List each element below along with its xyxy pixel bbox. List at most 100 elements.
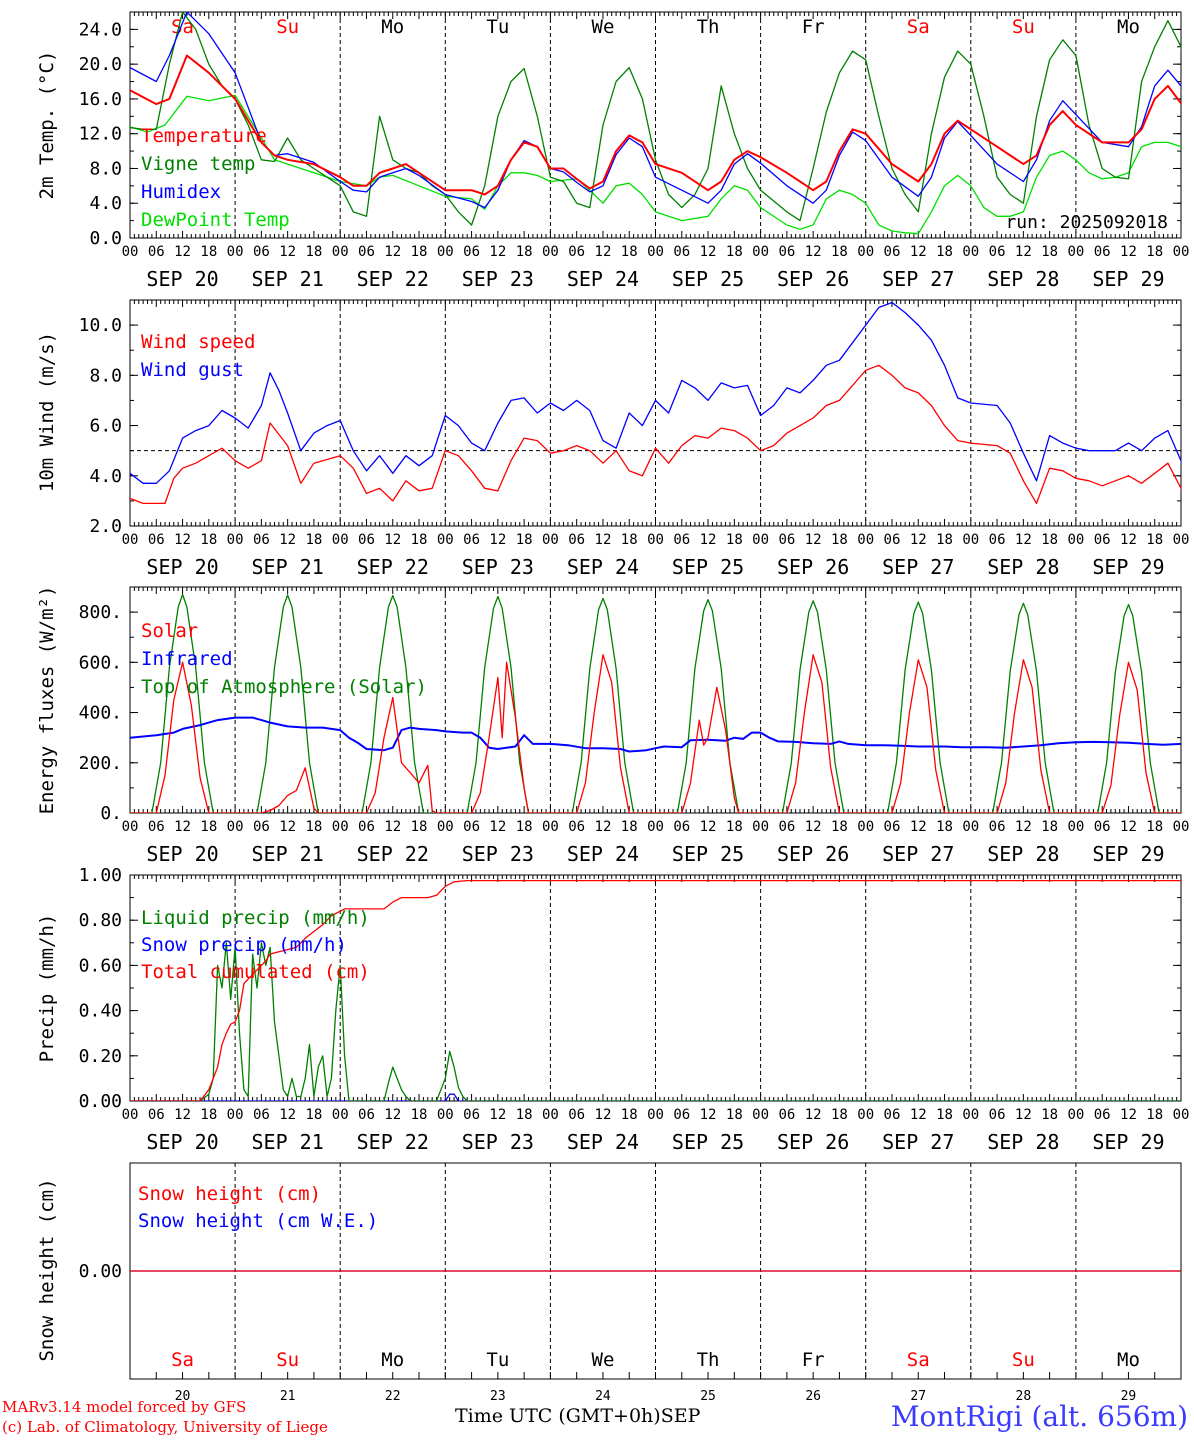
date-label: SEP 20: [146, 1130, 218, 1154]
hour-tick-label: 18: [305, 819, 322, 835]
series-line-top-of-atmosphere-solar-: [130, 593, 1181, 813]
hour-tick-label: 12: [279, 244, 296, 260]
hour-tick-label: 06: [778, 819, 795, 835]
hour-tick-label: 12: [910, 819, 927, 835]
hour-tick-label: 06: [568, 1107, 585, 1123]
hour-tick-label: 00: [122, 532, 139, 548]
date-label: SEP 28: [987, 267, 1059, 291]
hour-tick-label: 12: [1015, 532, 1032, 548]
hour-tick-label: 06: [1094, 532, 1111, 548]
hour-tick-label: 12: [805, 244, 822, 260]
hour-tick-label: 12: [700, 1107, 717, 1123]
legend-label: Solar: [141, 620, 198, 642]
hour-tick-label: 06: [884, 819, 901, 835]
hour-tick-label: 12: [700, 532, 717, 548]
hour-tick-label: 06: [884, 532, 901, 548]
hour-tick-label: 18: [1146, 532, 1163, 548]
y-tick-label: 16.0: [79, 89, 122, 110]
date-label: SEP 22: [357, 1130, 429, 1154]
date-label: SEP 26: [777, 555, 849, 579]
legend-label: Top of Atmosphere (Solar): [141, 676, 427, 698]
hour-tick-label: 18: [726, 1107, 743, 1123]
date-label: SEP 25: [672, 555, 744, 579]
date-label: SEP 26: [777, 267, 849, 291]
weekday-label: Fr: [802, 16, 825, 38]
hour-tick-label: 00: [227, 532, 244, 548]
hour-tick-label: 00: [1173, 532, 1190, 548]
y-tick-label: 0.60: [79, 955, 122, 976]
hour-tick-label: 12: [1120, 532, 1137, 548]
hour-tick-label: 12: [910, 244, 927, 260]
legend-label: Total cumulated (cm): [141, 961, 370, 983]
hour-tick-label: 18: [1041, 532, 1058, 548]
hour-tick-label: 06: [253, 532, 270, 548]
hour-tick-label: 12: [489, 532, 506, 548]
weekday-label: Tu: [486, 1349, 509, 1371]
hour-tick-label: 00: [1067, 244, 1084, 260]
hour-tick-label: 00: [332, 244, 349, 260]
date-label: SEP 27: [882, 842, 954, 866]
day-number-label: 25: [700, 1389, 716, 1404]
hour-tick-label: 06: [568, 819, 585, 835]
hour-tick-label: 12: [1120, 244, 1137, 260]
date-label: SEP 23: [462, 267, 534, 291]
weekday-label: Th: [697, 16, 720, 38]
series-line-temperature: [130, 54, 1181, 196]
hour-tick-label: 06: [253, 819, 270, 835]
hour-tick-label: 00: [1173, 819, 1190, 835]
day-number-label: 27: [910, 1389, 926, 1404]
hour-tick-label: 18: [726, 244, 743, 260]
hour-tick-label: 06: [148, 244, 165, 260]
hour-tick-label: 12: [1015, 819, 1032, 835]
y-axis-title: Snow height (cm): [36, 1178, 58, 1361]
legend-label: Infrared: [141, 648, 233, 670]
hour-tick-label: 00: [437, 1107, 454, 1123]
weekday-label: We: [592, 1349, 615, 1371]
hour-tick-label: 06: [778, 244, 795, 260]
series-line-liquid-precip-mm-h-: [130, 942, 1181, 1101]
date-label: SEP 27: [882, 555, 954, 579]
y-tick-label: 0.0: [89, 228, 122, 249]
legend-label: DewPoint Temp: [141, 209, 290, 231]
series-line-wind-gust: [130, 301, 1181, 484]
date-label: SEP 24: [567, 555, 639, 579]
hour-tick-label: 12: [384, 244, 401, 260]
hour-tick-label: 06: [778, 532, 795, 548]
hour-tick-label: 12: [1015, 244, 1032, 260]
series-line-total-cumulated-cm-: [130, 879, 1181, 1101]
series-line-wind-speed: [130, 364, 1181, 505]
y-tick-label: 0.20: [79, 1046, 122, 1067]
y-tick-label: 6.0: [89, 416, 122, 437]
hour-tick-label: 06: [673, 1107, 690, 1123]
hour-tick-label: 18: [305, 244, 322, 260]
y-axis-title: 2m Temp. (°C): [36, 51, 58, 200]
y-tick-label: 8.0: [89, 158, 122, 179]
date-label: SEP 22: [357, 842, 429, 866]
hour-tick-label: 06: [253, 1107, 270, 1123]
date-label: SEP 28: [987, 1130, 1059, 1154]
hour-tick-label: 06: [673, 532, 690, 548]
hour-tick-label: 18: [1146, 1107, 1163, 1123]
series-line-infrared: [130, 716, 1181, 753]
y-tick-label: 8.0: [89, 365, 122, 386]
hour-tick-label: 06: [884, 1107, 901, 1123]
hour-tick-label: 00: [962, 244, 979, 260]
hour-tick-label: 00: [122, 1107, 139, 1123]
hour-tick-label: 12: [279, 532, 296, 548]
hour-tick-label: 00: [752, 819, 769, 835]
y-tick-label: 0.: [100, 803, 122, 824]
hour-tick-label: 00: [227, 819, 244, 835]
day-number-label: 23: [490, 1389, 506, 1404]
hour-tick-label: 18: [516, 532, 533, 548]
hour-tick-label: 18: [200, 532, 217, 548]
hour-tick-label: 06: [673, 819, 690, 835]
hour-tick-label: 12: [700, 819, 717, 835]
weekday-label: Fr: [802, 1349, 825, 1371]
hour-tick-label: 06: [148, 1107, 165, 1123]
hour-tick-label: 00: [542, 819, 559, 835]
hour-tick-label: 18: [936, 244, 953, 260]
hour-tick-label: 12: [489, 1107, 506, 1123]
hour-tick-label: 12: [384, 1107, 401, 1123]
day-number-label: 20: [175, 1389, 191, 1404]
